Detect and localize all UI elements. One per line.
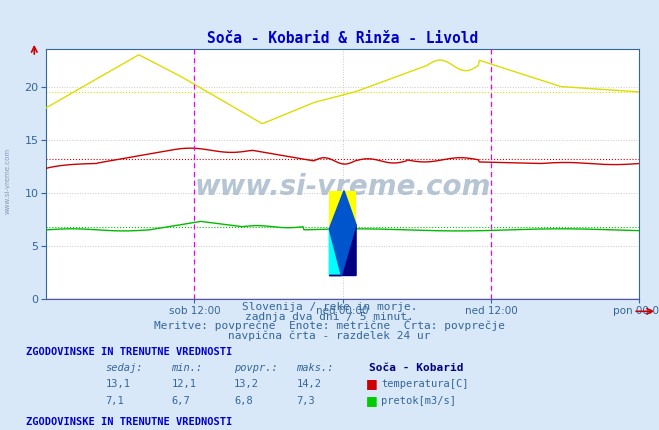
Text: ■: ■	[366, 378, 378, 390]
Text: www.si-vreme.com: www.si-vreme.com	[194, 172, 491, 201]
Text: ■: ■	[366, 394, 378, 407]
Text: min.:: min.:	[171, 363, 202, 373]
Polygon shape	[330, 229, 341, 276]
Text: sedaj:: sedaj:	[105, 363, 143, 373]
Text: 7,3: 7,3	[297, 396, 315, 406]
Text: 12,1: 12,1	[171, 379, 196, 390]
Text: ZGODOVINSKE IN TRENUTNE VREDNOSTI: ZGODOVINSKE IN TRENUTNE VREDNOSTI	[26, 347, 233, 357]
Bar	[330, 190, 356, 276]
Text: 6,7: 6,7	[171, 396, 190, 406]
Text: ZGODOVINSKE IN TRENUTNE VREDNOSTI: ZGODOVINSKE IN TRENUTNE VREDNOSTI	[26, 417, 233, 427]
Text: zadnja dva dni / 5 minut.: zadnja dva dni / 5 minut.	[245, 312, 414, 322]
Text: Slovenija / reke in morje.: Slovenija / reke in morje.	[242, 302, 417, 313]
Text: 7,1: 7,1	[105, 396, 124, 406]
Text: Meritve: povprečne  Enote: metrične  Črta: povprečje: Meritve: povprečne Enote: metrične Črta:…	[154, 319, 505, 332]
Text: pretok[m3/s]: pretok[m3/s]	[381, 396, 456, 406]
Text: Soča - Kobarid: Soča - Kobarid	[369, 363, 463, 373]
Text: 14,2: 14,2	[297, 379, 322, 390]
Text: povpr.:: povpr.:	[234, 363, 277, 373]
Text: 6,8: 6,8	[234, 396, 252, 406]
Text: temperatura[C]: temperatura[C]	[381, 379, 469, 390]
Text: 13,1: 13,1	[105, 379, 130, 390]
Polygon shape	[330, 224, 356, 276]
Title: Soča - Kobarid & Rinža - Livold: Soča - Kobarid & Rinža - Livold	[207, 31, 478, 46]
Text: 13,2: 13,2	[234, 379, 259, 390]
Polygon shape	[330, 190, 356, 276]
Text: maks.:: maks.:	[297, 363, 334, 373]
Text: www.si-vreme.com: www.si-vreme.com	[5, 147, 11, 214]
Text: navpična črta - razdelek 24 ur: navpična črta - razdelek 24 ur	[228, 330, 431, 341]
